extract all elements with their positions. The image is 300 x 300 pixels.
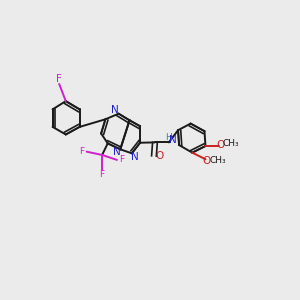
Text: F: F xyxy=(100,170,105,179)
Text: O: O xyxy=(203,156,211,166)
Text: N: N xyxy=(131,152,139,162)
Text: F: F xyxy=(119,155,124,164)
Text: CH₃: CH₃ xyxy=(209,156,226,165)
Text: CH₃: CH₃ xyxy=(223,139,240,148)
Text: F: F xyxy=(56,74,62,85)
Text: N: N xyxy=(111,105,118,115)
Text: O: O xyxy=(155,151,164,161)
Text: N: N xyxy=(113,147,121,157)
Text: O: O xyxy=(217,140,225,150)
Text: N: N xyxy=(169,135,177,145)
Text: F: F xyxy=(80,147,85,156)
Text: H: H xyxy=(165,133,172,142)
